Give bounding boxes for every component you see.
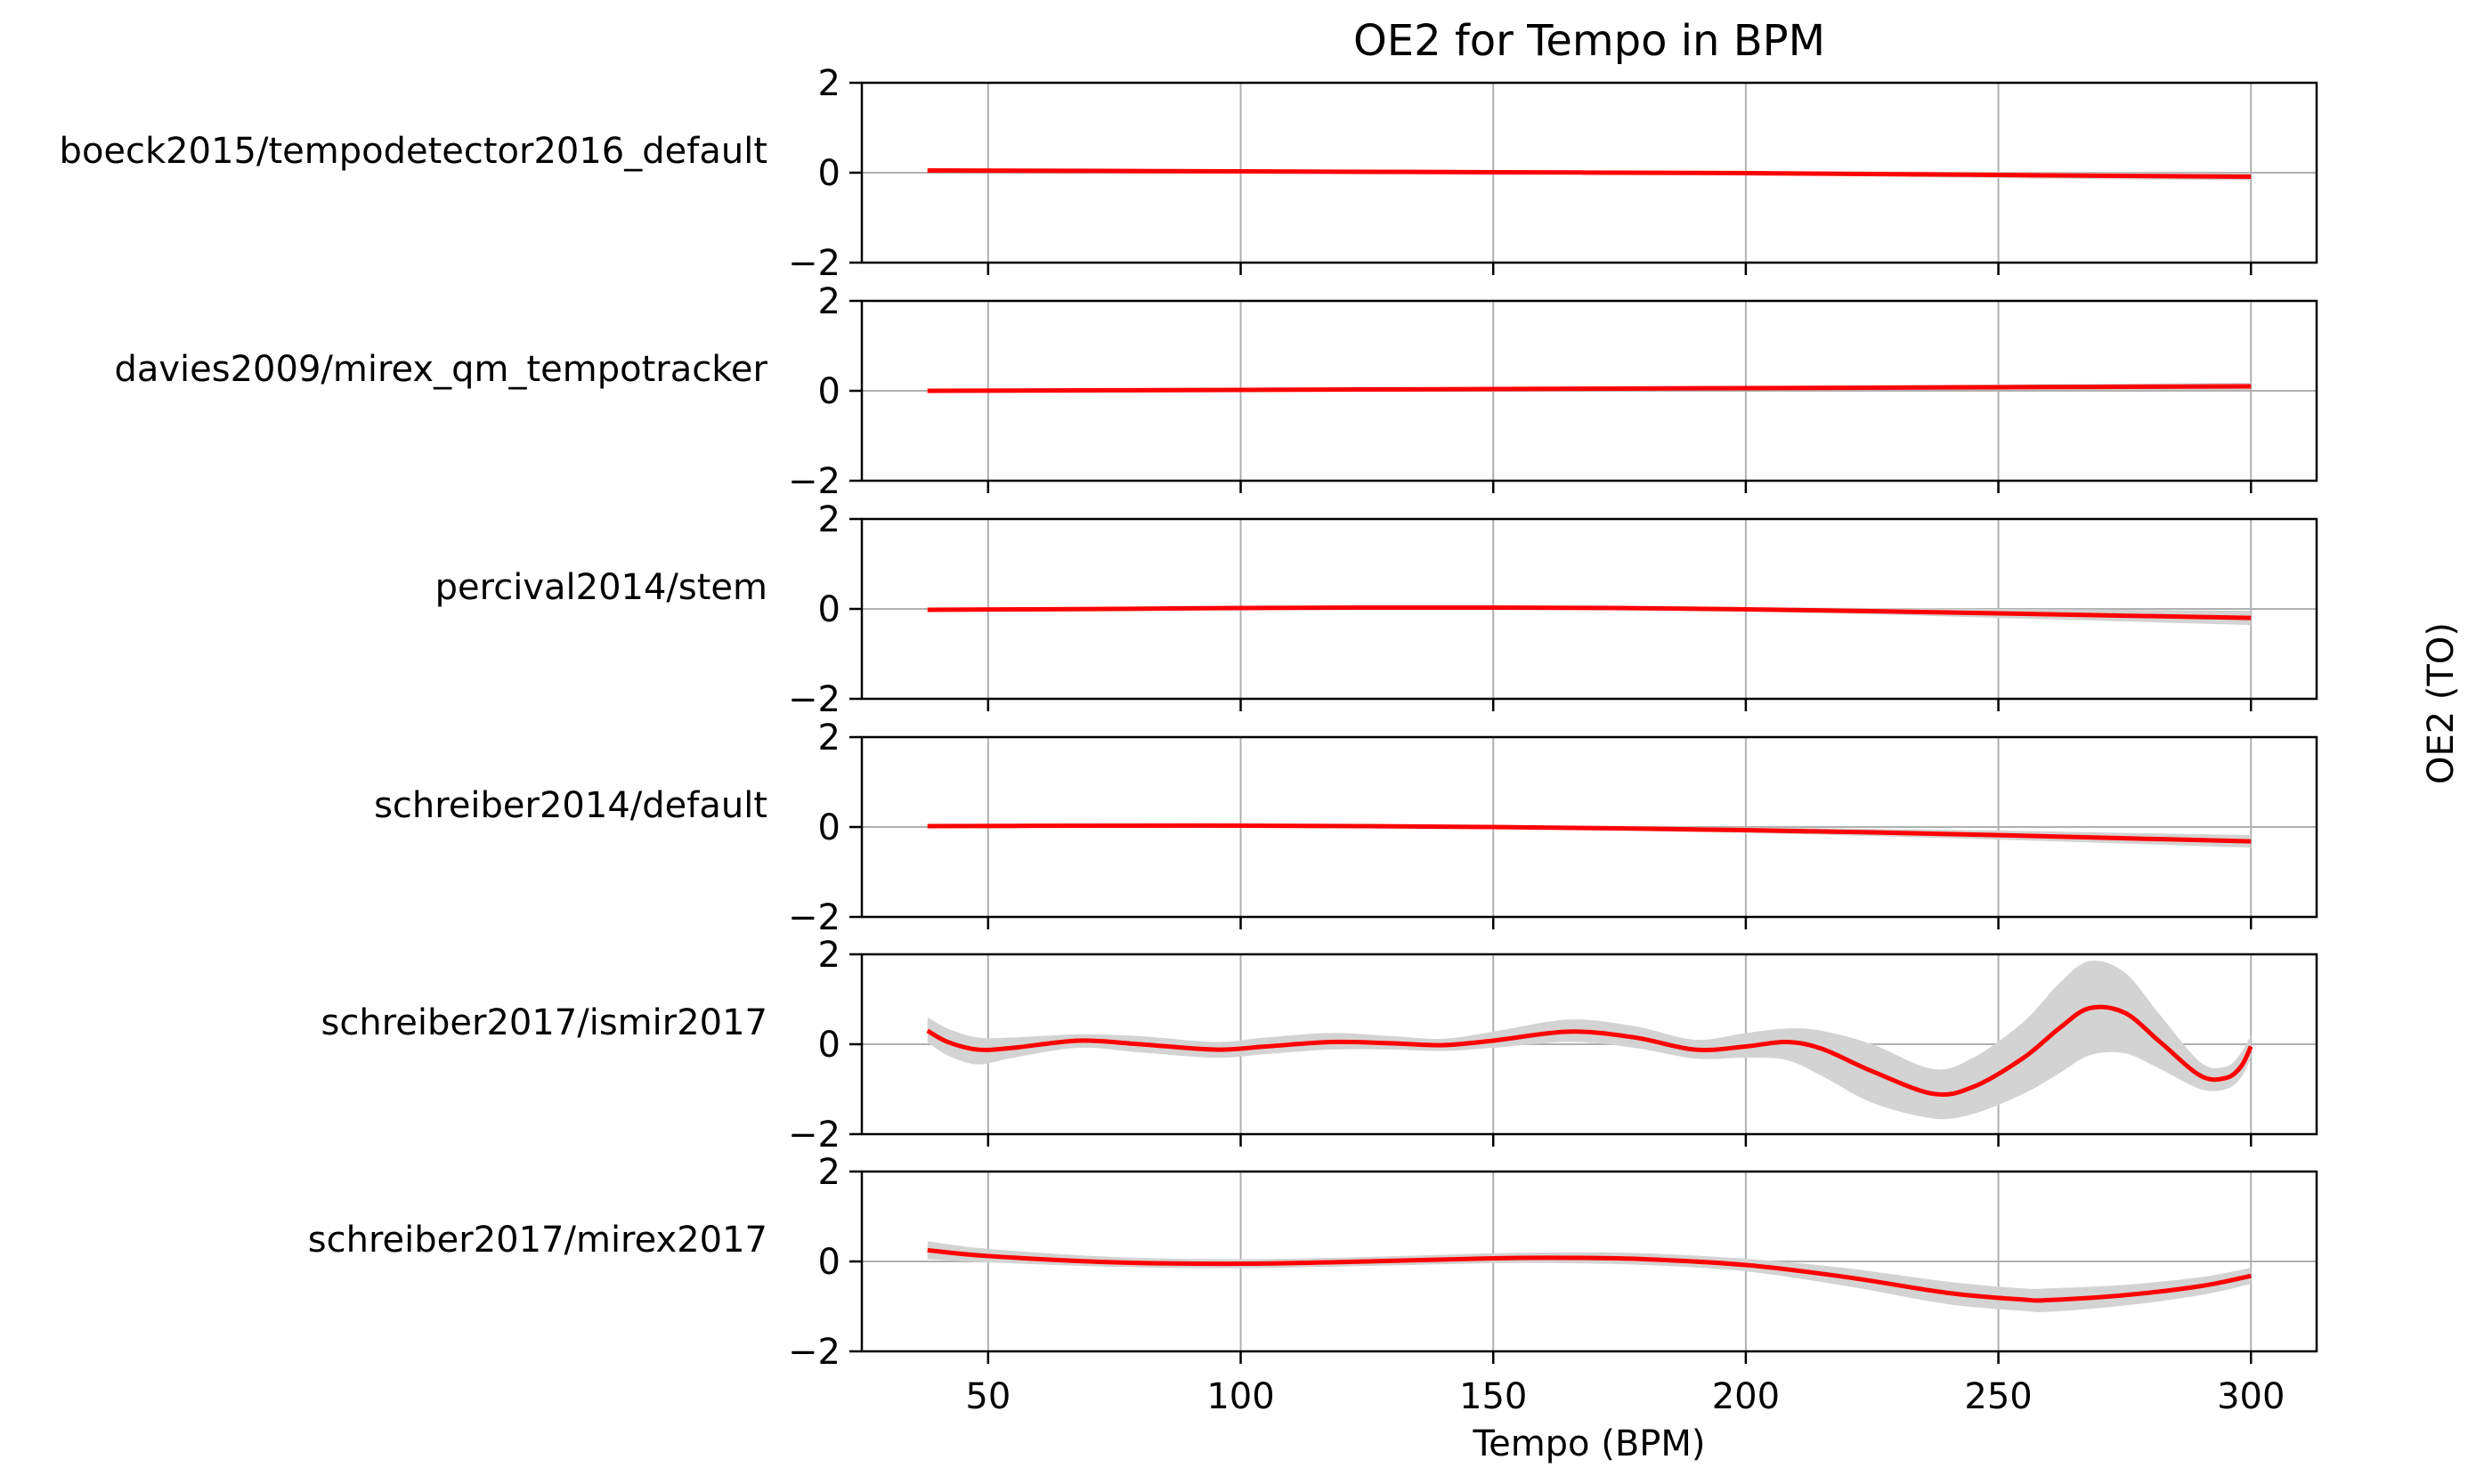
y-tick-label: 2 [818,499,840,540]
panel-name: davies2009/mirex_qm_tempotracker [114,349,767,390]
panel-1: −2 0 2 davies2009/mirex_qm_tempotracker [114,281,2318,502]
panel-3: −2 0 2 schreiber2014/default [374,718,2318,938]
panel-4: −2 0 2 schreiber2017/ismir2017 [321,935,2318,1156]
panel-name: percival2014/stem [435,567,767,608]
x-axis-label: Tempo (BPM) [1472,1423,1705,1464]
x-tick-label: 150 [1459,1376,1527,1417]
series-line [926,1004,2253,1098]
y-tick-label: 0 [818,1025,840,1066]
y-tick-label: 0 [818,589,840,630]
y-tick-label: 2 [818,935,840,976]
y-tick-label: 0 [818,1242,840,1283]
panel-name: schreiber2014/default [374,785,767,826]
y-tick-label: 2 [818,63,840,104]
panel-0: −2 0 2 boeck2015/tempodetector2016_default [60,63,2318,284]
series-line [927,823,2252,844]
y-tick-label: −2 [788,1332,840,1373]
series-line [927,384,2252,393]
y-axis-label: OE2 (TO) [2421,622,2462,784]
confidence-band [927,1241,2252,1313]
chart-title: OE2 for Tempo in BPM [1353,16,1825,66]
y-tick-label: 0 [818,371,840,412]
y-tick-label: 2 [818,1152,840,1193]
y-tick-label: −2 [788,461,840,502]
y-tick-label: 2 [818,281,840,322]
panel-name: schreiber2017/ismir2017 [321,1002,767,1043]
x-tick-label: 50 [965,1376,1011,1417]
x-tick-label: 100 [1206,1376,1274,1417]
panel-2: −2 0 2 percival2014/stem [435,499,2318,720]
y-tick-label: 2 [818,718,840,758]
panel-name: boeck2015/tempodetector2016_default [60,131,767,172]
x-tick-label: 200 [1712,1376,1780,1417]
x-tick-label: 300 [2217,1376,2285,1417]
panel-name: schreiber2017/mirex2017 [308,1220,767,1261]
series-line [927,167,2252,180]
x-tick-label: 250 [1964,1376,2032,1417]
y-tick-label: 0 [818,153,840,194]
y-tick-label: −2 [788,897,840,938]
y-tick-label: −2 [788,679,840,720]
y-tick-label: −2 [788,243,840,284]
y-tick-label: 0 [818,807,840,848]
series-line [927,1247,2252,1303]
panels-group: −202boeck2015/tempodetector2016_default−… [60,63,2318,1417]
series-line [927,604,2252,620]
confidence-band [927,823,2252,848]
y-tick-label: −2 [788,1115,840,1156]
confidence-band [927,961,2252,1120]
panel-5: −2 0 2 schreiber2017/mirex2017 50 100 150 200 25… [308,1152,2318,1417]
